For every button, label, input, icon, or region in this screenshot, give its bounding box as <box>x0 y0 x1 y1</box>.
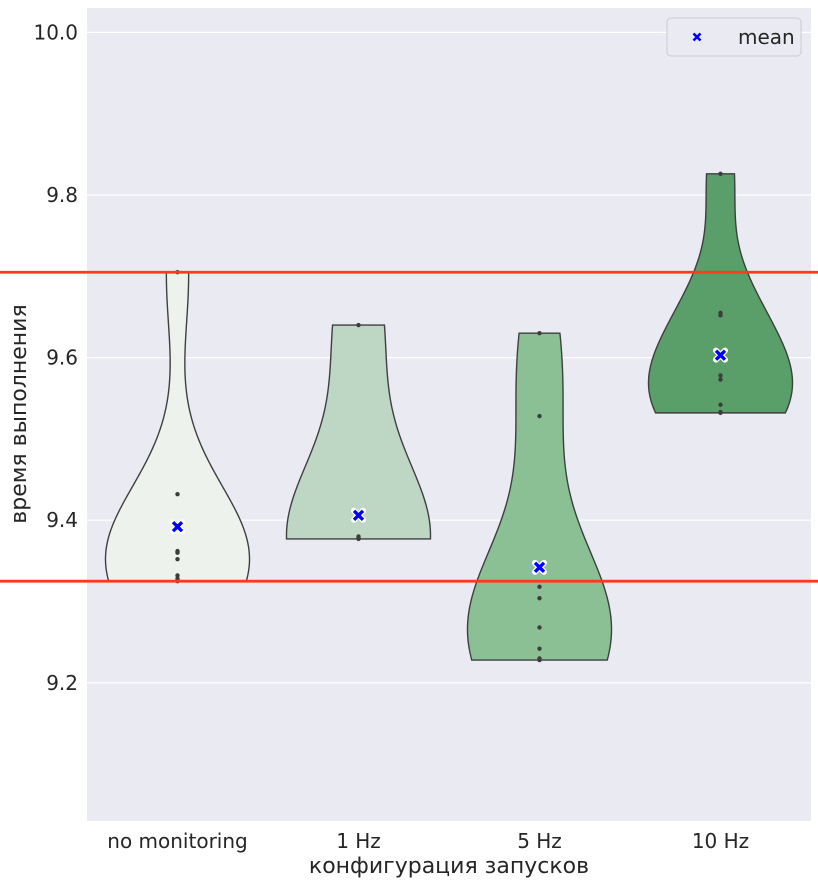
violin-body <box>647 173 794 414</box>
data-point <box>175 550 180 555</box>
legend-label: mean <box>738 25 795 49</box>
data-point <box>537 657 542 663</box>
mean-marker <box>713 347 728 363</box>
data-point <box>718 373 723 378</box>
reference-lines <box>0 270 818 583</box>
data-point <box>537 331 542 336</box>
x-tick-label: no monitoring <box>107 829 247 853</box>
violins <box>104 171 794 663</box>
x-axis-label: конфигурация запусков <box>309 854 589 879</box>
legend-mean-marker <box>692 32 702 42</box>
data-point <box>718 377 723 382</box>
data-point <box>175 557 180 562</box>
data-point <box>718 171 723 177</box>
legend-box <box>666 17 802 57</box>
y-tick-label: 9.4 <box>46 508 78 532</box>
mean-marker <box>532 559 547 575</box>
data-point <box>537 625 542 630</box>
violin-body <box>285 324 432 540</box>
mean-marker <box>351 507 366 523</box>
data-point <box>537 584 542 590</box>
data-point <box>718 313 723 318</box>
data-point <box>175 573 180 578</box>
x-tick-label: 5 Hz <box>517 829 562 853</box>
data-point <box>356 322 361 328</box>
y-tick-label: 9.8 <box>46 183 78 207</box>
y-axis-label: время выполнения <box>7 304 32 523</box>
legend: mean <box>666 17 802 57</box>
data-point <box>356 536 361 542</box>
mean-marker <box>170 519 185 535</box>
data-point <box>175 491 180 497</box>
data-point <box>537 596 542 601</box>
violin-body <box>466 332 613 661</box>
y-tick-label: 9.2 <box>46 671 78 695</box>
plot-background <box>87 8 811 821</box>
y-tick-labels: 9.2 9.4 9.6 9.8 10.0 <box>33 20 78 694</box>
y-tick-label: 10.0 <box>33 20 78 44</box>
data-point <box>718 402 723 407</box>
x-tick-label: 1 Hz <box>336 829 381 853</box>
x-tick-labels: no monitoring 1 Hz 5 Hz 10 Hz <box>107 829 749 853</box>
y-tick-label: 9.6 <box>46 346 78 370</box>
data-point <box>537 646 542 651</box>
data-point <box>537 413 542 419</box>
x-tick-label: 10 Hz <box>692 829 749 853</box>
data-point <box>718 410 723 416</box>
